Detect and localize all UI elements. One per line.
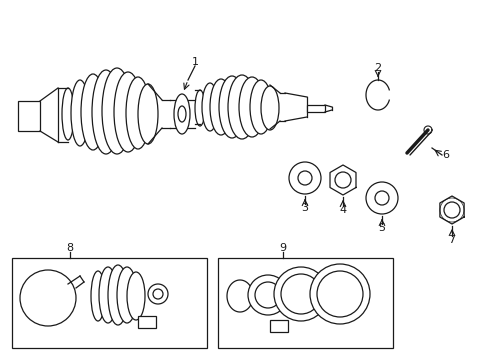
Polygon shape: [329, 165, 355, 195]
Circle shape: [273, 267, 327, 321]
Ellipse shape: [91, 271, 105, 321]
Text: 3: 3: [301, 203, 308, 213]
Circle shape: [20, 270, 76, 326]
Circle shape: [281, 274, 320, 314]
Ellipse shape: [227, 75, 256, 139]
Text: 6: 6: [442, 150, 448, 160]
Ellipse shape: [81, 74, 105, 150]
Ellipse shape: [174, 94, 190, 134]
Circle shape: [254, 282, 281, 308]
Circle shape: [374, 191, 388, 205]
Text: 1: 1: [191, 57, 198, 67]
Circle shape: [316, 271, 362, 317]
Circle shape: [288, 162, 320, 194]
Text: 8: 8: [66, 243, 73, 253]
Text: 7: 7: [447, 235, 455, 245]
Bar: [306, 105, 325, 112]
Ellipse shape: [126, 77, 150, 149]
Ellipse shape: [138, 84, 158, 144]
Circle shape: [148, 284, 168, 304]
Ellipse shape: [261, 86, 279, 130]
Ellipse shape: [92, 70, 120, 154]
Circle shape: [297, 171, 311, 185]
Text: 5: 5: [378, 223, 385, 233]
Circle shape: [443, 202, 459, 218]
Bar: [138, 316, 156, 328]
Circle shape: [309, 264, 369, 324]
Bar: [12, 258, 206, 348]
Bar: [18, 101, 40, 131]
Text: 9: 9: [279, 243, 286, 253]
Ellipse shape: [102, 68, 132, 154]
Ellipse shape: [209, 79, 231, 135]
Text: 4: 4: [339, 205, 346, 215]
Ellipse shape: [239, 77, 264, 137]
Circle shape: [153, 289, 163, 299]
Circle shape: [247, 275, 287, 315]
Ellipse shape: [249, 80, 271, 134]
Circle shape: [334, 172, 350, 188]
Text: 2: 2: [374, 63, 381, 73]
Ellipse shape: [219, 76, 244, 138]
Circle shape: [365, 182, 397, 214]
Ellipse shape: [117, 267, 137, 323]
Ellipse shape: [202, 83, 218, 131]
Ellipse shape: [62, 88, 74, 140]
Ellipse shape: [114, 72, 142, 152]
Ellipse shape: [127, 272, 145, 320]
Ellipse shape: [195, 90, 204, 126]
Ellipse shape: [71, 80, 89, 146]
Ellipse shape: [178, 106, 185, 122]
Ellipse shape: [108, 265, 128, 325]
Ellipse shape: [99, 267, 117, 323]
Polygon shape: [439, 196, 463, 224]
Bar: [218, 258, 392, 348]
Bar: [269, 320, 287, 332]
